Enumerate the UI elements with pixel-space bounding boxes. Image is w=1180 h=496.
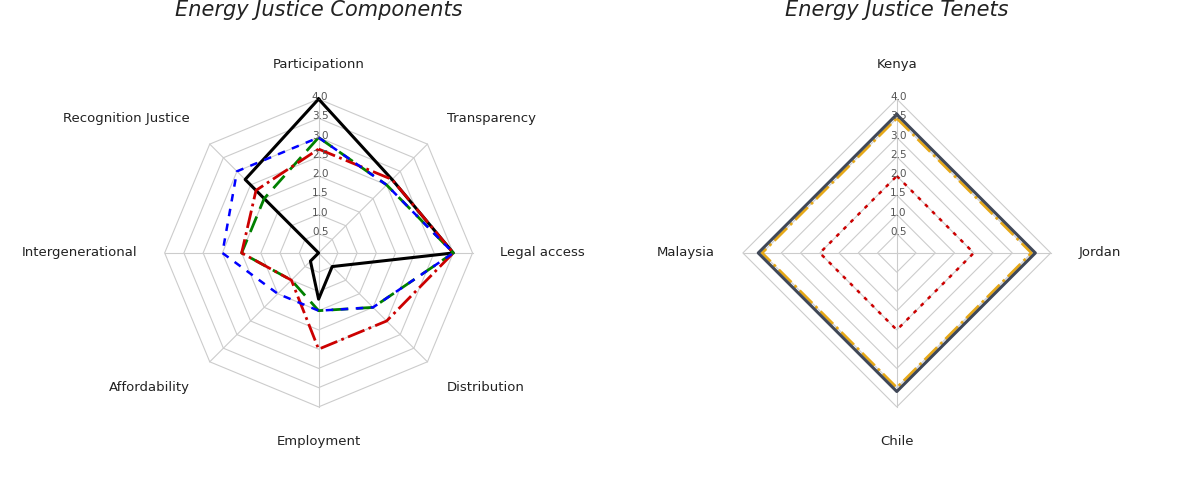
Text: 2.5: 2.5 xyxy=(890,150,906,160)
Text: 4.0: 4.0 xyxy=(890,92,906,102)
Text: 1.0: 1.0 xyxy=(890,207,906,218)
Text: Participationn: Participationn xyxy=(273,59,365,71)
Text: 0.5: 0.5 xyxy=(890,227,906,237)
Text: 2.5: 2.5 xyxy=(312,150,328,160)
Text: 2.0: 2.0 xyxy=(312,169,328,179)
Text: 1.5: 1.5 xyxy=(312,188,328,198)
Text: Legal access: Legal access xyxy=(500,247,585,259)
Text: Affordability: Affordability xyxy=(110,381,190,394)
Text: Jordan: Jordan xyxy=(1079,247,1121,259)
Text: Distribution: Distribution xyxy=(447,381,525,394)
Text: 3.0: 3.0 xyxy=(312,130,328,140)
Text: Employment: Employment xyxy=(276,434,361,447)
Text: 0.5: 0.5 xyxy=(312,227,328,237)
Title: Energy Justice Components: Energy Justice Components xyxy=(175,0,463,20)
Text: 1.5: 1.5 xyxy=(890,188,906,198)
Legend: recognition justice, distributional justice, procedural justice: recognition justice, distributional just… xyxy=(984,492,1178,496)
Text: Malaysia: Malaysia xyxy=(657,247,715,259)
Text: 3.5: 3.5 xyxy=(890,111,906,122)
Text: 3.5: 3.5 xyxy=(312,111,328,122)
Text: Intergenerational: Intergenerational xyxy=(21,247,137,259)
Text: 1.0: 1.0 xyxy=(312,207,328,218)
Text: Transparency: Transparency xyxy=(447,112,536,124)
Text: Kenya: Kenya xyxy=(877,59,917,71)
Text: Recognition Justice: Recognition Justice xyxy=(64,112,190,124)
Title: Energy Justice Tenets: Energy Justice Tenets xyxy=(785,0,1009,20)
Text: Chile: Chile xyxy=(880,434,913,447)
Text: 3.0: 3.0 xyxy=(890,130,906,140)
Legend: Kenya, Jordan, Chile, Malaysia: Kenya, Jordan, Chile, Malaysia xyxy=(424,492,539,496)
Text: 4.0: 4.0 xyxy=(312,92,328,102)
Text: 2.0: 2.0 xyxy=(890,169,906,179)
